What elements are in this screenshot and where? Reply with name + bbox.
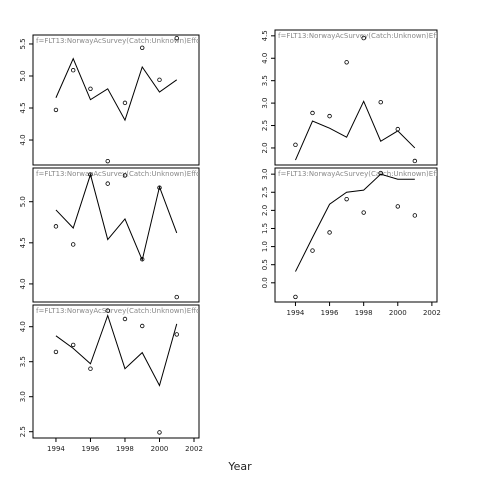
data-point <box>293 142 298 148</box>
data-point <box>157 77 162 83</box>
panel-title: f=FLT13:NorwayAcSurvey(Catch:Unknown)Eff… <box>36 170 218 178</box>
panel-frame <box>274 29 438 166</box>
y-tick-label: 5.0 <box>19 196 27 207</box>
data-point <box>140 323 145 329</box>
y-tick-label: 0.5 <box>261 259 269 270</box>
series-line <box>55 57 178 122</box>
data-point <box>122 316 128 322</box>
x-tick-label: 2002 <box>185 445 203 453</box>
data-point <box>174 36 179 41</box>
data-point <box>71 342 76 348</box>
x-tick-label: 1996 <box>82 445 100 453</box>
y-tick-label: 1.5 <box>261 223 269 234</box>
data-point <box>344 60 349 65</box>
x-tick-label: 2002 <box>423 309 441 317</box>
data-point <box>105 181 110 186</box>
data-point <box>105 308 110 313</box>
data-point <box>174 294 179 300</box>
data-point <box>105 158 110 164</box>
data-point <box>122 173 128 178</box>
y-tick-label: 4.0 <box>261 53 269 64</box>
data-point <box>88 86 93 91</box>
data-point <box>122 100 128 106</box>
series-line <box>55 313 178 387</box>
data-point <box>71 68 76 73</box>
y-tick-label: 3.0 <box>261 169 269 180</box>
data-point <box>344 196 349 202</box>
y-tick-label: 2.5 <box>19 426 27 437</box>
data-point <box>53 349 59 355</box>
data-point <box>395 204 400 209</box>
y-tick-label: 3.5 <box>261 75 269 86</box>
series-line <box>295 100 416 161</box>
data-point <box>174 332 179 337</box>
data-point <box>157 430 162 435</box>
y-tick-label: 2.5 <box>261 187 269 198</box>
data-point <box>327 230 332 235</box>
x-tick-label: 2000 <box>389 309 407 317</box>
panel-title: f=FLT13:NorwayAcSurvey(Catch:Unknown)Eff… <box>36 37 218 45</box>
y-tick-label: 4.0 <box>19 278 27 289</box>
panel-frame <box>32 304 200 439</box>
y-tick-label: 2.0 <box>261 205 269 216</box>
panel-title: f=FLT13:NorwayAcSurvey(Catch:Unknown)Eff… <box>278 170 460 178</box>
data-point <box>53 107 59 113</box>
data-point <box>53 224 59 229</box>
data-point <box>140 45 145 51</box>
data-point <box>361 210 366 215</box>
y-tick-label: 3.5 <box>19 356 27 367</box>
x-tick-label: 1998 <box>355 309 373 317</box>
panel-title: f=FLT13:NorwayAcSurvey(Catch:Unknown)Eff… <box>278 32 460 40</box>
y-tick-label: 4.0 <box>19 134 27 145</box>
data-point <box>412 213 418 218</box>
data-point <box>378 100 383 105</box>
panel-frame <box>32 167 200 303</box>
data-point <box>310 248 315 253</box>
y-tick-label: 5.0 <box>19 70 27 81</box>
data-point <box>293 294 298 300</box>
y-tick-label: 2.5 <box>261 120 269 131</box>
y-tick-label: 5.5 <box>19 38 27 49</box>
x-tick-label: 1994 <box>47 445 65 453</box>
data-point <box>310 110 315 116</box>
x-tick-label: 1998 <box>116 445 134 453</box>
panel-frame <box>32 34 200 166</box>
y-tick-label: 4.5 <box>19 237 27 248</box>
data-point <box>327 113 332 119</box>
x-tick-label: 1994 <box>287 309 305 317</box>
panel-frame <box>274 167 438 303</box>
data-point <box>71 242 76 247</box>
panel-title: f=FLT13:NorwayAcSurvey(Catch:Unknown)Eff… <box>36 307 218 315</box>
y-tick-label: 0.0 <box>261 277 269 288</box>
y-tick-label: 4.5 <box>19 102 27 113</box>
y-tick-label: 1.0 <box>261 241 269 252</box>
data-point <box>361 35 366 41</box>
series-line <box>295 173 415 272</box>
y-tick-label: 3.0 <box>19 391 27 402</box>
data-point <box>412 158 418 164</box>
x-tick-label: 1996 <box>321 309 339 317</box>
y-tick-label: 2.0 <box>261 142 269 153</box>
y-tick-label: 3.0 <box>261 98 269 109</box>
data-point <box>88 366 93 371</box>
y-tick-label: 4.5 <box>261 30 269 41</box>
y-tick-label: 4.0 <box>19 321 27 332</box>
data-point <box>378 170 383 176</box>
x-axis-label: Year <box>227 460 252 473</box>
x-tick-label: 2000 <box>151 445 169 453</box>
series-line <box>55 172 178 262</box>
